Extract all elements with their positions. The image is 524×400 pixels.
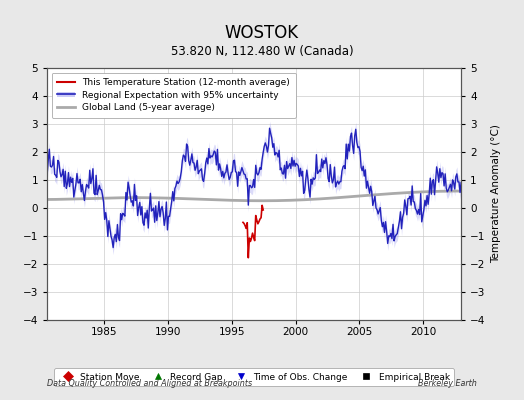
Y-axis label: Temperature Anomaly (°C): Temperature Anomaly (°C) bbox=[491, 124, 501, 264]
Text: Berkeley Earth: Berkeley Earth bbox=[418, 379, 477, 388]
Text: 53.820 N, 112.480 W (Canada): 53.820 N, 112.480 W (Canada) bbox=[171, 45, 353, 58]
Text: Data Quality Controlled and Aligned at Breakpoints: Data Quality Controlled and Aligned at B… bbox=[47, 379, 252, 388]
Legend: Station Move, Record Gap, Time of Obs. Change, Empirical Break: Station Move, Record Gap, Time of Obs. C… bbox=[54, 368, 454, 386]
Text: WOSTOK: WOSTOK bbox=[225, 24, 299, 42]
